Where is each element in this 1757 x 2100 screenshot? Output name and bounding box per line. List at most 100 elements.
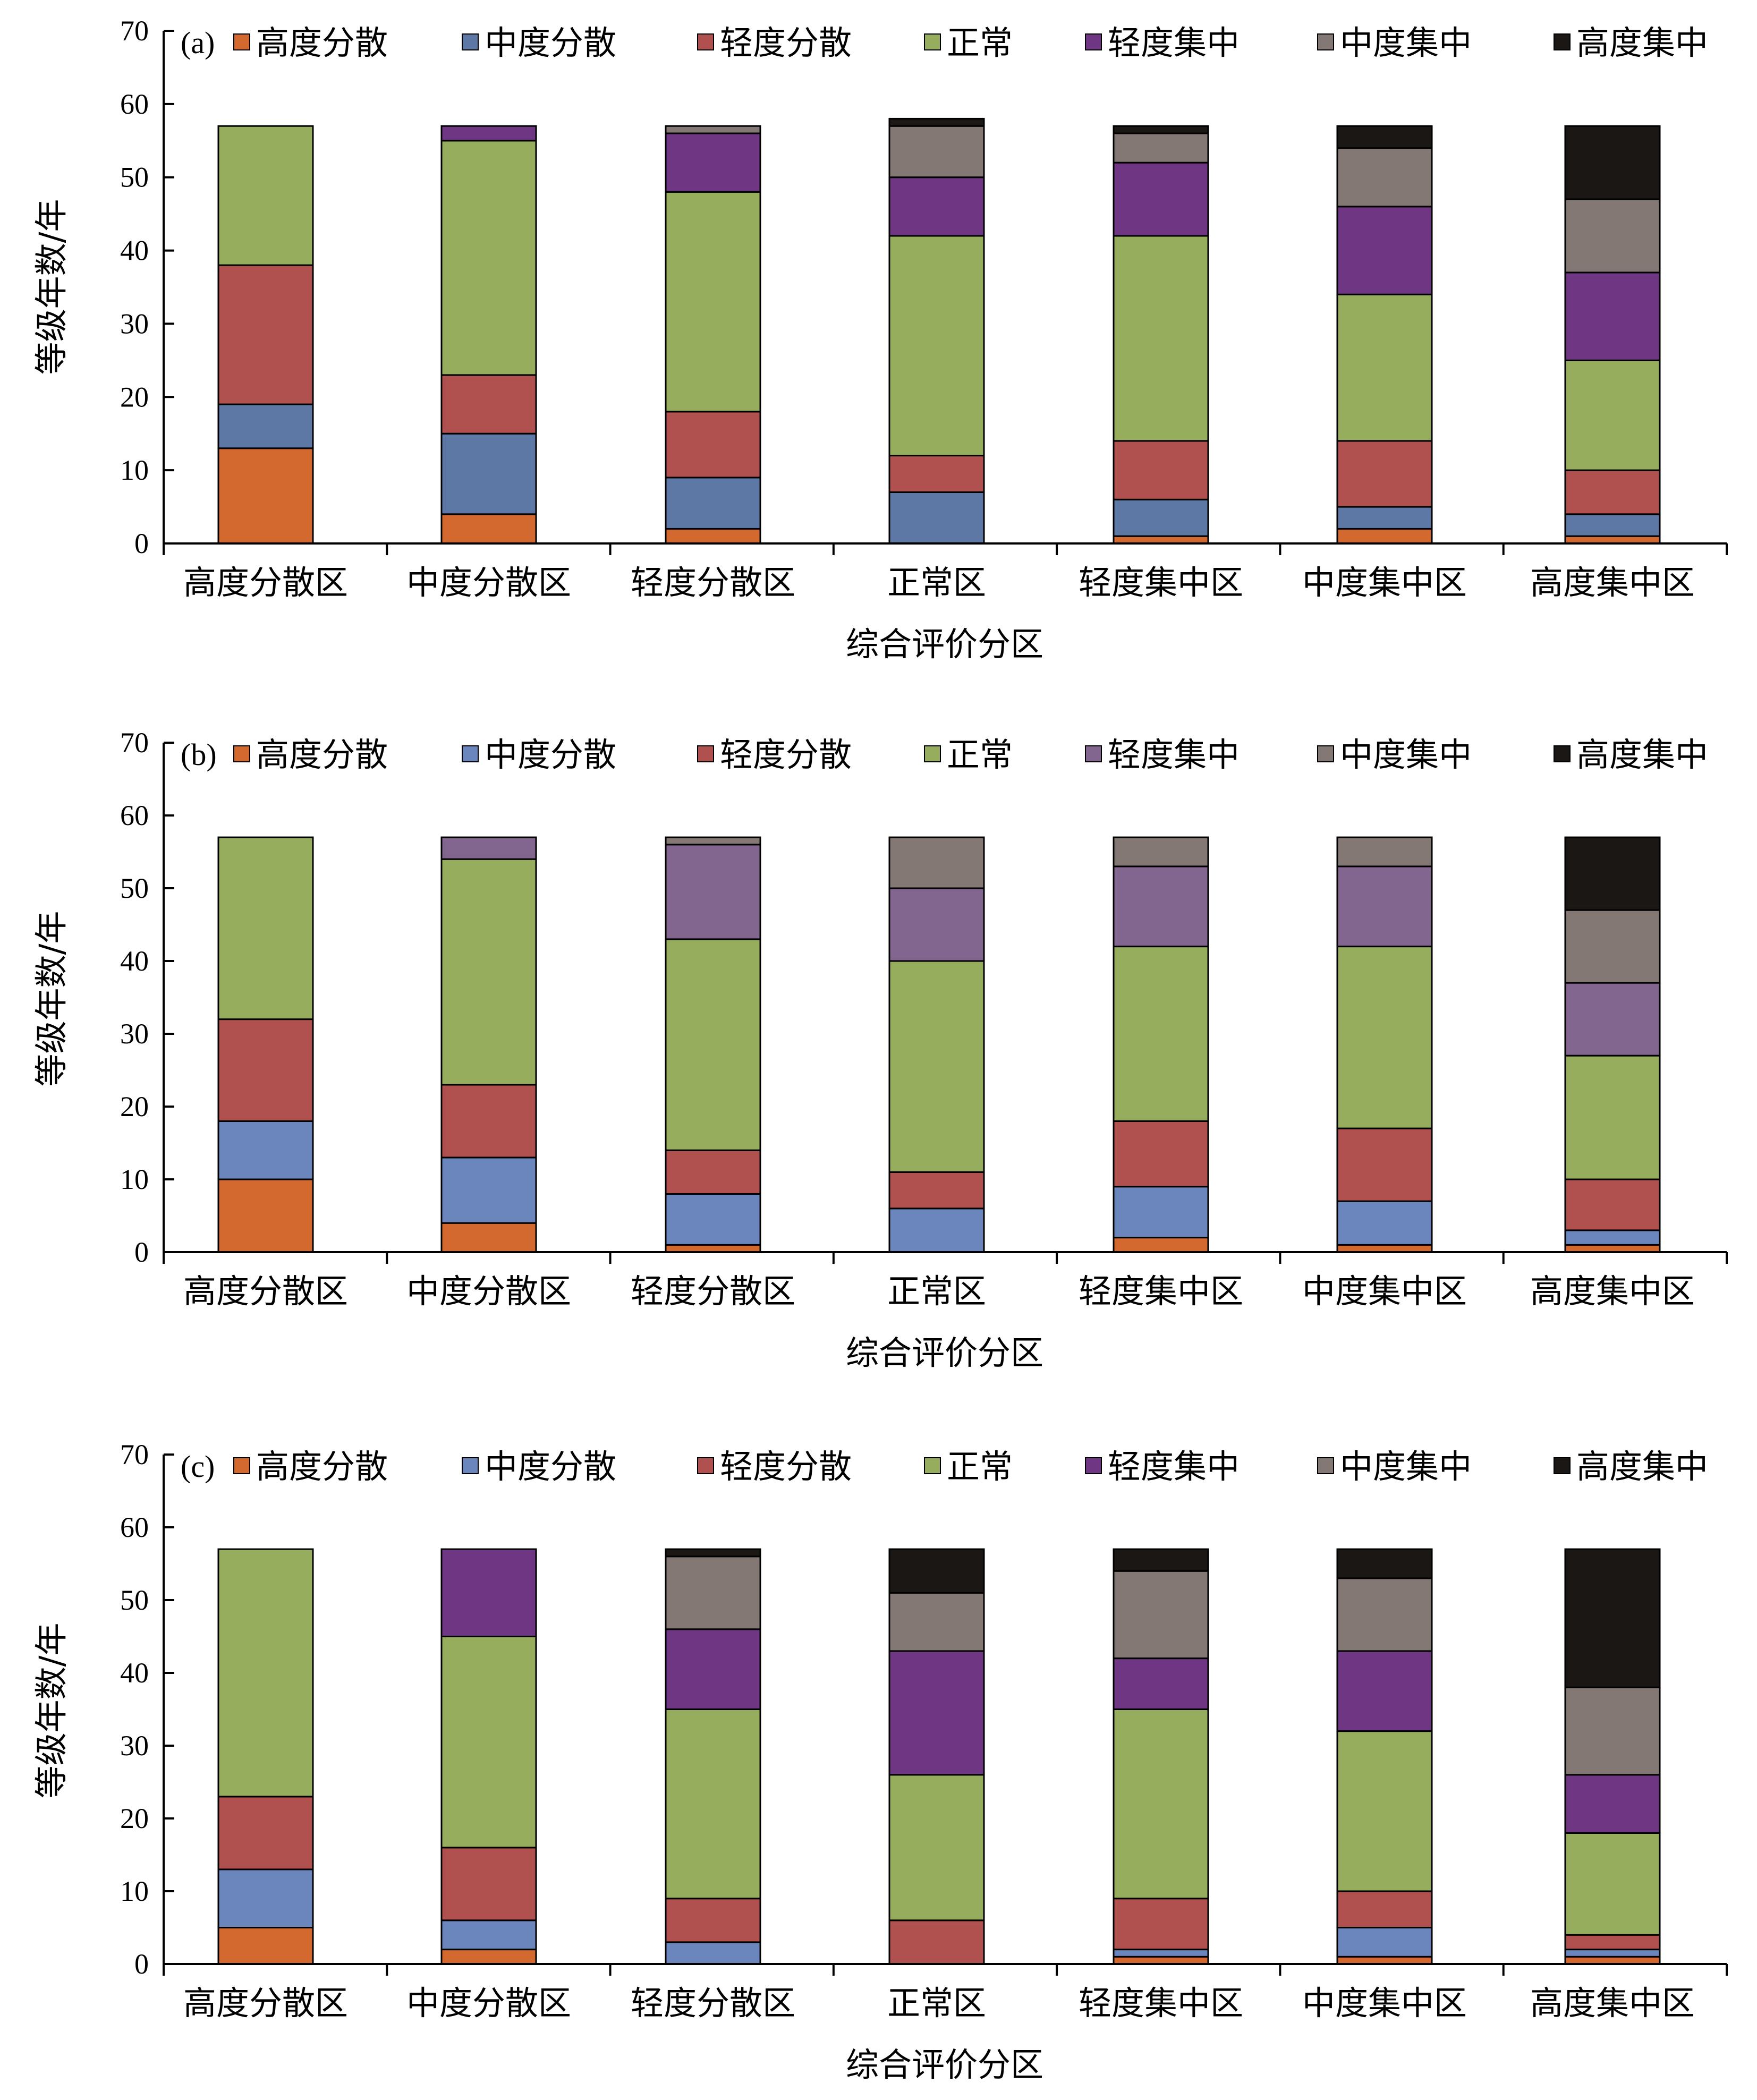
x-axis-title: 综合评价分区 xyxy=(846,1333,1043,1372)
bar-segment xyxy=(1113,1186,1209,1239)
x-category-label: 中度集中区 xyxy=(1302,1984,1467,2022)
bar-segment xyxy=(440,140,537,376)
bar-segment xyxy=(1564,1178,1661,1231)
bar-stack xyxy=(440,836,537,1253)
y-tick-label: 40 xyxy=(120,235,149,267)
bar-stack xyxy=(888,836,985,1253)
legend-item: 高度集中 xyxy=(1554,23,1708,62)
legend-item: 轻度分散 xyxy=(697,1447,852,1486)
bar-segment xyxy=(217,1868,314,1929)
x-category-label: 高度分散区 xyxy=(183,563,348,602)
bar-segment xyxy=(888,117,985,127)
legend-swatch xyxy=(1317,1457,1334,1474)
legend-item: 轻度分散 xyxy=(697,735,852,774)
legend-swatch xyxy=(697,33,714,50)
legend-label: 高度集中 xyxy=(1576,1447,1708,1486)
bar-segment xyxy=(665,132,761,193)
bar-segment xyxy=(1336,865,1433,948)
bar-segment xyxy=(1113,836,1209,868)
bar-segment xyxy=(665,1628,761,1710)
x-category-label: 轻度集中区 xyxy=(1079,1272,1243,1311)
bar-segment xyxy=(1113,1956,1209,1965)
y-tick-label: 20 xyxy=(120,1803,149,1834)
bar-segment xyxy=(1336,1244,1433,1253)
bar-segment xyxy=(888,176,985,237)
bar-segment xyxy=(1564,198,1661,274)
legend-item: 中度集中 xyxy=(1317,1447,1472,1486)
legend-item: 高度分散 xyxy=(233,1447,388,1486)
bar-segment xyxy=(1336,1956,1433,1965)
bar-segment xyxy=(217,403,314,449)
y-tick-label: 30 xyxy=(120,1730,149,1762)
bar-segment xyxy=(665,125,761,134)
legend-label: 正常 xyxy=(947,1447,1013,1486)
bar-segment xyxy=(1336,440,1433,508)
bar-segment xyxy=(1336,836,1433,868)
x-category-label: 轻度集中区 xyxy=(1079,1984,1243,2022)
bar-stack xyxy=(888,1548,985,1965)
x-category-label: 正常区 xyxy=(887,1272,986,1311)
legend-item: 中度集中 xyxy=(1317,735,1472,774)
bar-segment xyxy=(440,513,537,545)
bar-segment xyxy=(888,1650,985,1776)
bar-segment xyxy=(217,1178,314,1253)
bar-segment xyxy=(1564,1686,1661,1776)
y-tick-label: 20 xyxy=(120,381,149,413)
bar-segment xyxy=(217,836,314,1021)
bar-segment xyxy=(1336,1200,1433,1246)
x-category-label: 中度分散区 xyxy=(406,1272,571,1311)
bar-segment xyxy=(1113,946,1209,1122)
bar-segment xyxy=(665,1708,761,1900)
x-category-label: 中度集中区 xyxy=(1302,563,1467,602)
bar-segment xyxy=(1113,1898,1209,1951)
legend-swatch xyxy=(1554,33,1571,50)
bar-segment xyxy=(440,125,537,142)
bar-segment xyxy=(1336,1127,1433,1202)
y-axis-title: 等级年数/年 xyxy=(32,199,71,375)
y-tick-label: 30 xyxy=(120,1018,149,1050)
bar-segment xyxy=(665,1244,761,1253)
bar-segment xyxy=(440,1949,537,1965)
x-category-label: 中度分散区 xyxy=(406,1984,571,2022)
bar-segment xyxy=(665,836,761,846)
bar-stack xyxy=(888,117,985,545)
y-tick-label: 0 xyxy=(134,1948,149,1980)
legend-swatch xyxy=(697,1457,714,1474)
bar-stack xyxy=(665,125,761,545)
bar-segment xyxy=(1113,1237,1209,1253)
bar-segment xyxy=(1564,1832,1661,1936)
bar-segment xyxy=(1113,1949,1209,1958)
legend-label: 正常 xyxy=(947,23,1013,62)
legend-swatch xyxy=(697,745,714,762)
bar-segment xyxy=(665,191,761,413)
bar-segment xyxy=(888,1919,985,1965)
legend-label: 高度集中 xyxy=(1576,23,1708,62)
legend-item: 正常 xyxy=(924,1447,1013,1486)
legend-label: 高度集中 xyxy=(1576,735,1708,774)
x-axis-title: 综合评价分区 xyxy=(846,2045,1043,2084)
bar-segment xyxy=(1564,1934,1661,1951)
y-tick-label: 40 xyxy=(120,1657,149,1689)
x-category-label: 正常区 xyxy=(887,563,986,602)
bar-segment xyxy=(440,1084,537,1159)
bar-stack xyxy=(1336,836,1433,1253)
x-category-label: 轻度分散区 xyxy=(631,563,795,602)
legend-swatch xyxy=(1554,1457,1571,1474)
bar-segment xyxy=(1564,513,1661,537)
y-tick-label: 50 xyxy=(120,872,149,904)
y-tick-label: 60 xyxy=(120,1511,149,1543)
legend-label: 高度分散 xyxy=(256,735,388,774)
bar-stack xyxy=(665,836,761,1253)
y-tick-label: 20 xyxy=(120,1091,149,1123)
legend-label: 轻度集中 xyxy=(1108,735,1240,774)
legend-item: 轻度分散 xyxy=(697,23,852,62)
bar-segment xyxy=(1564,1055,1661,1180)
legend-label: 中度集中 xyxy=(1340,735,1472,774)
y-tick-label: 50 xyxy=(120,1584,149,1616)
legend-label: 轻度分散 xyxy=(720,23,852,62)
bar-segment xyxy=(1564,125,1661,200)
y-tick-label: 40 xyxy=(120,945,149,977)
bar-stack xyxy=(1113,836,1209,1253)
bar-segment xyxy=(1113,1708,1209,1900)
bar-segment xyxy=(440,1548,537,1637)
